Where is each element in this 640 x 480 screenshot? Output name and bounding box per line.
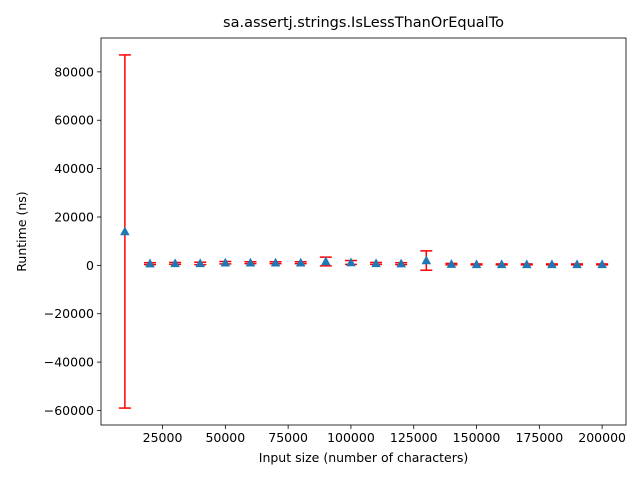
x-tick-label: 25000 — [143, 430, 183, 445]
data-point-marker — [295, 257, 306, 267]
data-point-marker — [471, 259, 482, 269]
y-tick-label: 80000 — [54, 64, 94, 79]
data-point-marker — [220, 257, 231, 267]
y-tick-label: −20000 — [44, 306, 94, 321]
data-point-marker — [145, 258, 155, 268]
x-tick-label: 75000 — [268, 430, 308, 445]
x-tick-label: 200000 — [578, 430, 626, 445]
x-axis-label: Input size (number of characters) — [259, 450, 468, 465]
data-point-marker — [597, 259, 607, 269]
data-point-marker — [446, 259, 457, 268]
axes-frame — [100, 37, 627, 426]
plot-area — [101, 38, 626, 425]
y-axis-ticks: −60000 −40000 −20000 0 20000 40000 60000 80000 — [44, 64, 101, 418]
data-point-marker — [496, 259, 507, 269]
data-point-marker — [346, 257, 356, 267]
data-point-marker — [547, 259, 557, 269]
y-tick-label: 40000 — [54, 161, 94, 176]
data-point-marker — [321, 256, 331, 266]
x-axis-ticks: 25000 50000 75000 100000 125000 150000 175000 2… — [143, 425, 626, 445]
x-tick-label: 50000 — [205, 430, 245, 445]
data-point-marker — [572, 259, 582, 269]
marker-layer — [120, 226, 607, 269]
y-tick-label: 60000 — [54, 113, 94, 128]
y-tick-label: 0 — [86, 258, 94, 273]
data-point-marker — [270, 257, 281, 267]
y-tick-label: −60000 — [44, 403, 94, 418]
x-tick-label: 175000 — [515, 430, 563, 445]
data-point-marker — [421, 255, 432, 265]
data-point-marker — [170, 258, 180, 268]
y-axis-label: Runtime (ns) — [14, 191, 29, 271]
data-point-marker — [371, 258, 381, 268]
x-tick-label: 125000 — [390, 430, 438, 445]
y-tick-label: 20000 — [54, 209, 94, 224]
data-point-marker — [120, 226, 130, 236]
data-point-marker — [522, 259, 532, 269]
data-point-marker — [245, 257, 256, 267]
data-point-marker — [396, 258, 406, 268]
y-tick-label: −40000 — [44, 355, 94, 370]
x-tick-label: 100000 — [327, 430, 375, 445]
chart-title: sa.assertj.strings.IsLessThanOrEqualTo — [223, 15, 504, 31]
x-tick-label: 150000 — [453, 430, 501, 445]
data-point-marker — [195, 258, 205, 268]
